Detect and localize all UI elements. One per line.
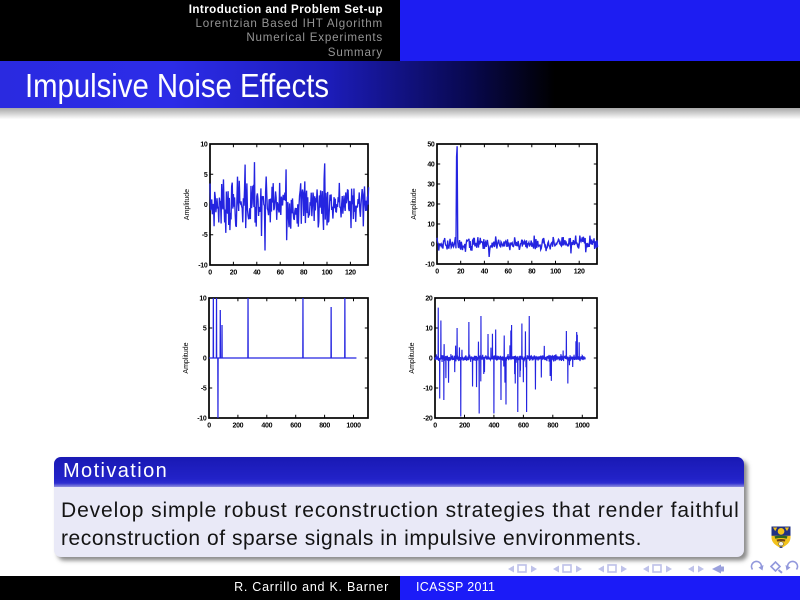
svg-text:400: 400: [489, 423, 500, 430]
svg-text:50: 50: [427, 142, 435, 149]
svg-text:100: 100: [550, 269, 561, 276]
svg-text:0: 0: [429, 356, 433, 363]
svg-text:1000: 1000: [346, 423, 361, 430]
svg-text:5: 5: [203, 326, 207, 333]
svg-text:Amplitude: Amplitude: [183, 342, 190, 373]
svg-text:800: 800: [547, 423, 558, 430]
svg-text:20: 20: [427, 202, 435, 209]
svg-text:-10: -10: [198, 263, 208, 270]
svg-text:60: 60: [277, 270, 285, 277]
svg-text:600: 600: [290, 423, 301, 430]
svg-text:10: 10: [200, 142, 208, 149]
svg-text:200: 200: [233, 423, 244, 430]
svg-text:800: 800: [319, 423, 330, 430]
svg-text:100: 100: [322, 270, 333, 277]
svg-text:20: 20: [230, 270, 238, 277]
svg-text:20: 20: [425, 296, 433, 303]
svg-text:5: 5: [204, 172, 208, 179]
svg-text:200: 200: [459, 423, 470, 430]
svg-text:-5: -5: [201, 386, 207, 393]
svg-text:-10: -10: [197, 416, 207, 423]
svg-text:0: 0: [435, 269, 439, 276]
svg-text:30: 30: [427, 182, 435, 189]
svg-text:60: 60: [505, 269, 513, 276]
svg-text:-20: -20: [423, 416, 433, 423]
svg-text:0: 0: [204, 202, 208, 209]
svg-text:10: 10: [427, 222, 435, 229]
svg-text:20: 20: [457, 269, 465, 276]
svg-text:600: 600: [518, 423, 529, 430]
svg-text:10: 10: [425, 326, 433, 333]
svg-text:1000: 1000: [575, 423, 590, 430]
svg-text:80: 80: [300, 270, 308, 277]
svg-text:120: 120: [345, 270, 356, 277]
svg-text:0: 0: [207, 423, 211, 430]
svg-text:-10: -10: [425, 262, 435, 269]
svg-text:Amplitude: Amplitude: [409, 342, 416, 373]
svg-text:120: 120: [574, 269, 585, 276]
svg-text:40: 40: [427, 162, 435, 169]
svg-text:Amplitude: Amplitude: [411, 188, 418, 219]
svg-text:-10: -10: [423, 386, 433, 393]
svg-text:Amplitude: Amplitude: [184, 189, 191, 220]
svg-text:0: 0: [208, 270, 212, 277]
svg-text:400: 400: [261, 423, 272, 430]
svg-text:0: 0: [431, 242, 435, 249]
svg-text:-5: -5: [202, 232, 208, 239]
svg-text:80: 80: [528, 269, 536, 276]
svg-text:0: 0: [203, 356, 207, 363]
svg-text:40: 40: [253, 270, 261, 277]
svg-text:10: 10: [199, 296, 207, 303]
svg-text:0: 0: [433, 423, 437, 430]
svg-text:40: 40: [481, 269, 489, 276]
